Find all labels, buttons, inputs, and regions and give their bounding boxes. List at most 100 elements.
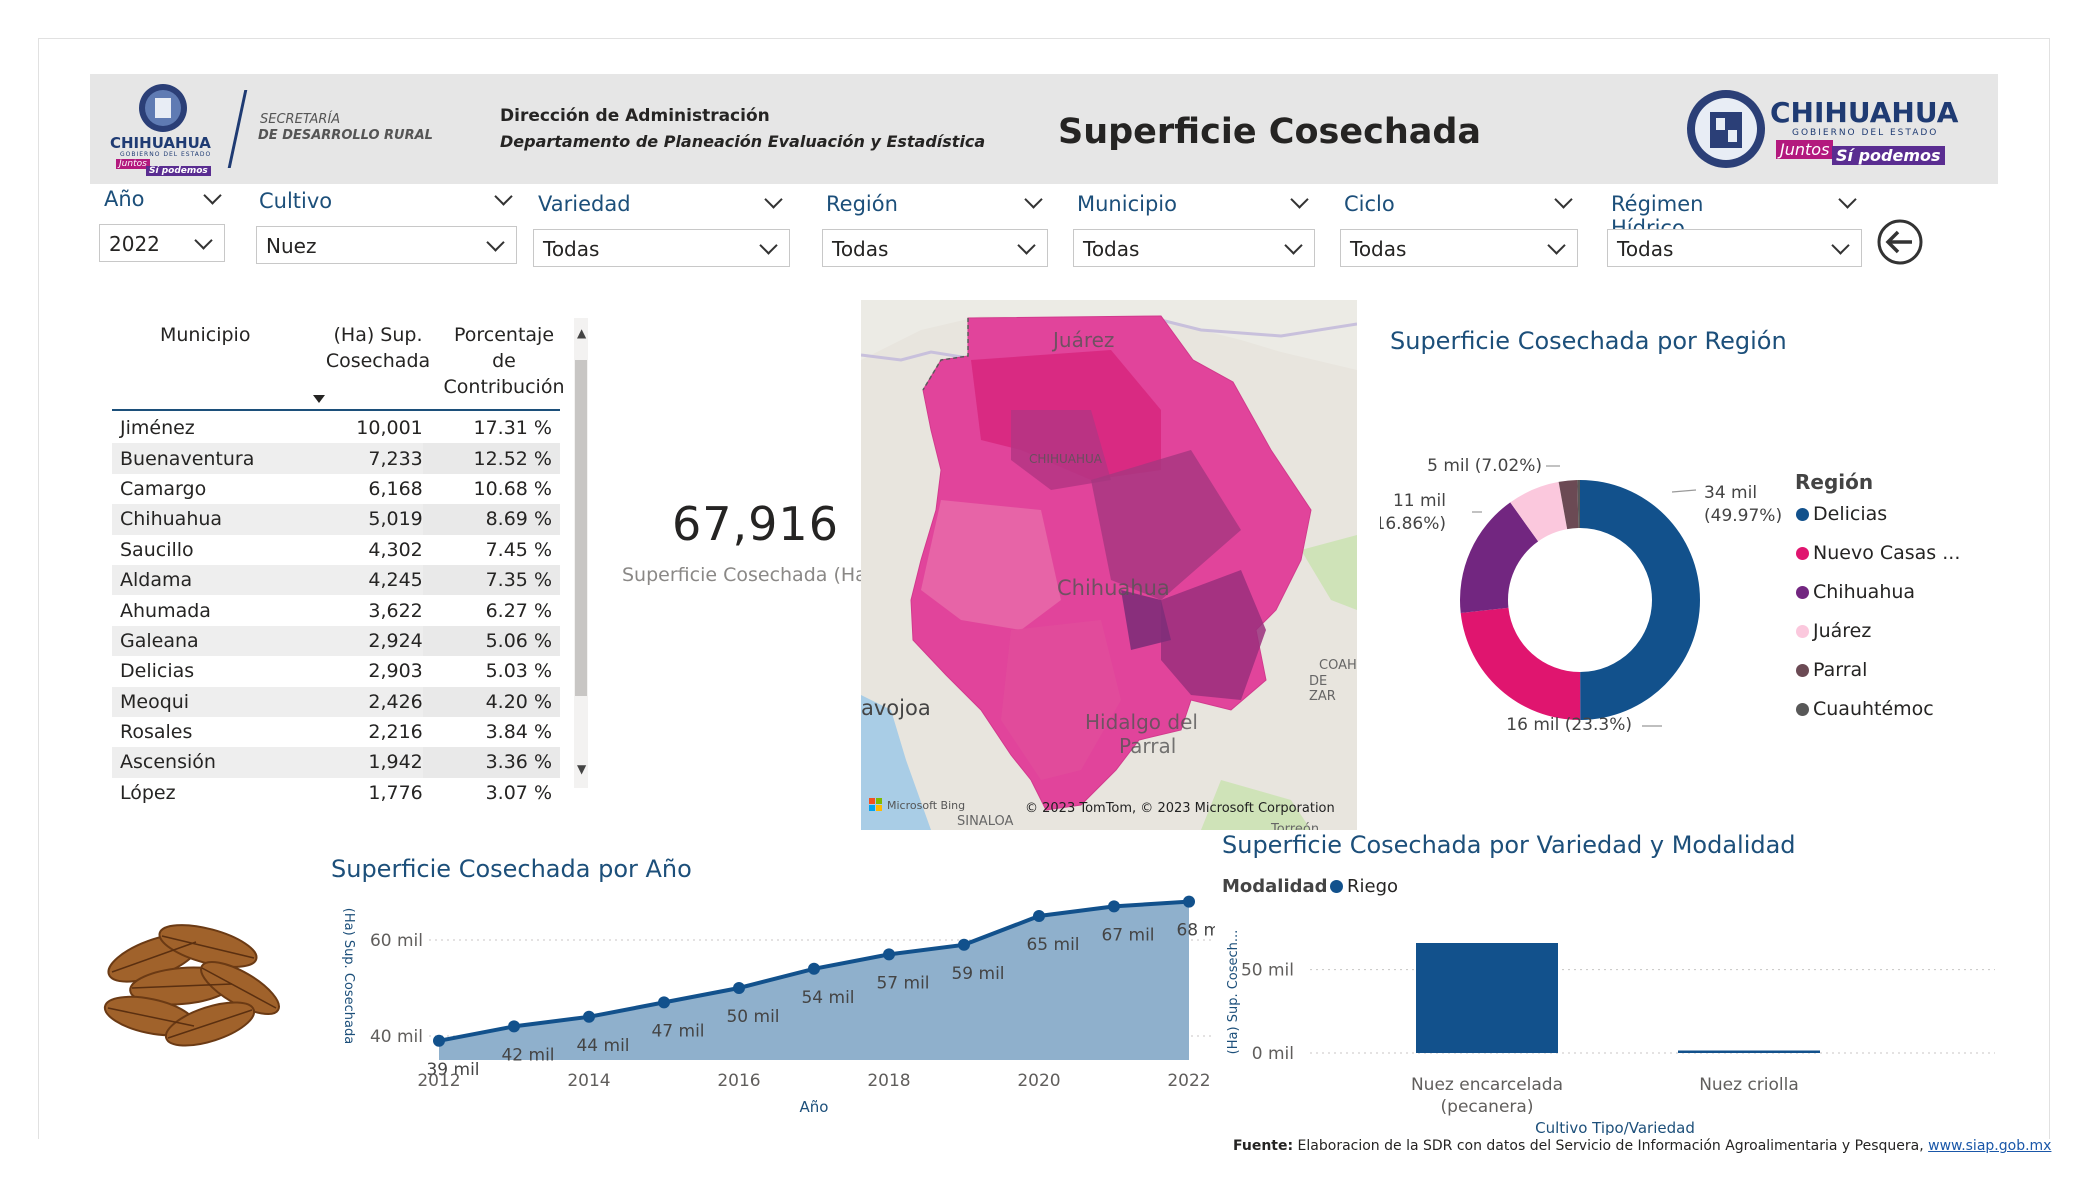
donut-data-label: 11 mil [1393, 491, 1446, 511]
bar[interactable] [1416, 943, 1558, 1053]
filter-value-cultivo: Nuez [266, 234, 317, 258]
map-attribution-bing[interactable]: Microsoft Bing [887, 799, 966, 812]
cell-superficie: 7,233 [368, 447, 423, 470]
x-tick-label: 2014 [567, 1071, 610, 1091]
legend-item[interactable]: Delicias [1796, 503, 1887, 525]
cell-porcentaje: 12.52 % [422, 443, 560, 474]
legend-item[interactable]: Parral [1796, 659, 1867, 681]
table-row[interactable]: Saucillo 4,302 7.45 % [112, 534, 560, 565]
legend-item[interactable]: Nuevo Casas ... [1796, 542, 1960, 564]
donut-slice[interactable] [1580, 480, 1700, 720]
donut-slice[interactable] [1460, 502, 1539, 614]
donut-slice[interactable] [1558, 480, 1579, 530]
table-row[interactable]: Chihuahua 5,019 8.69 % [112, 504, 560, 535]
x-tick-label: 2020 [1017, 1071, 1060, 1091]
filter-label-ciclo: Ciclo [1344, 192, 1395, 216]
data-point[interactable] [958, 938, 970, 951]
filter-dropdown-municipio[interactable]: Todas [1073, 229, 1315, 267]
filter-dropdown-cultivo[interactable]: Nuez [256, 226, 517, 264]
table-row[interactable]: Rosales 2,216 3.84 % [112, 716, 560, 748]
cell-superficie: 2,903 [368, 660, 423, 683]
map-attribution[interactable]: © 2023 TomTom, © 2023 Microsoft Corporat… [1025, 801, 1335, 816]
table-row[interactable]: Aldama 4,245 7.35 % [112, 564, 560, 596]
col-header-superficie[interactable]: (Ha) Sup. Cosechada [308, 322, 448, 374]
table-row[interactable]: Galeana 2,924 5.06 % [112, 625, 560, 657]
data-label: 50 mil [726, 1007, 779, 1027]
data-point[interactable] [1033, 910, 1045, 922]
cell-superficie: 1,942 [368, 751, 423, 774]
data-point[interactable] [658, 996, 670, 1009]
data-point[interactable] [508, 1020, 520, 1033]
x-axis-title: Cultivo Tipo/Variedad [1535, 1119, 1695, 1135]
cell-porcentaje: 7.35 % [422, 564, 560, 596]
y-axis-title: (Ha) Sup. Cosechada [341, 908, 356, 1044]
footer-source-link[interactable]: www.siap.gob.mx [1928, 1138, 2052, 1154]
variety-bar-chart[interactable]: 0 mil 50 mil Nuez encarcelada(pecanera) Nue… [1215, 900, 2015, 1135]
cell-municipio: Jiménez [120, 417, 195, 440]
legend-item[interactable]: Cuauhtémoc [1796, 698, 1934, 720]
map-label-juarez: Juárez [1053, 328, 1115, 352]
col-header-municipio[interactable]: Municipio [160, 324, 251, 346]
cell-superficie: 3,622 [368, 599, 423, 622]
back-arrow-circle-icon[interactable] [1876, 218, 1924, 266]
data-point[interactable] [583, 1010, 595, 1023]
legend-item[interactable]: Chihuahua [1796, 581, 1915, 603]
x-tick-label: 2016 [717, 1071, 760, 1091]
legend-label: Nuevo Casas ... [1813, 542, 1961, 564]
donut-slice[interactable] [1510, 481, 1568, 542]
cell-porcentaje: 10.68 % [422, 473, 560, 505]
y-tick-label: 0 mil [1252, 1044, 1294, 1064]
table-row[interactable]: López 1,776 3.07 % [112, 777, 560, 809]
x-axis-title: Año [800, 1098, 829, 1116]
legend-dot [1796, 625, 1809, 638]
table-row[interactable]: Ahumada 3,622 6.27 % [112, 595, 560, 626]
col-header-porcentaje[interactable]: Porcentaje de Contribución [424, 322, 584, 400]
data-point[interactable] [433, 1034, 445, 1047]
filter-value-region: Todas [832, 237, 889, 261]
x-tick-label: (pecanera) [1441, 1097, 1534, 1117]
filter-label-ano: Año [104, 187, 145, 211]
table-row[interactable]: Camargo 6,168 10.68 % [112, 473, 560, 505]
donut-slice[interactable] [1577, 480, 1580, 529]
table-row[interactable]: Jiménez 10,001 17.31 % [112, 413, 560, 444]
cell-municipio: Chihuahua [120, 508, 223, 531]
data-point[interactable] [808, 962, 820, 975]
table-row[interactable]: Meoqui 2,426 4.20 % [112, 686, 560, 717]
bar[interactable] [1678, 1050, 1820, 1054]
data-label: 65 mil [1026, 935, 1079, 955]
data-label: 68 mil [1176, 921, 1215, 941]
region-donut-chart[interactable]: 34 mil (49.97%) 16 mil (23.3%) 11 mil (16.86… [1380, 440, 1980, 760]
data-point[interactable] [883, 948, 895, 961]
map-label-coah: COAH [1319, 658, 1357, 673]
cell-porcentaje: 3.36 % [422, 747, 560, 778]
cell-porcentaje: 3.07 % [422, 777, 560, 809]
data-point[interactable] [1108, 900, 1120, 913]
donut-slice[interactable] [1460, 607, 1581, 720]
filter-dropdown-variedad[interactable]: Todas [533, 229, 790, 267]
cell-superficie: 5,019 [368, 508, 423, 531]
modalidad-legend-item[interactable]: Riego [1330, 876, 1398, 897]
left-logo-sub: GOBIERNO DEL ESTADO [120, 151, 212, 158]
cell-superficie: 6,168 [368, 477, 423, 500]
legend-label-riego: Riego [1347, 876, 1399, 897]
scroll-down-icon[interactable]: ▼ [577, 762, 587, 776]
filter-dropdown-ano[interactable]: 2022 [99, 224, 225, 262]
table-row[interactable]: Delicias 2,903 5.03 % [112, 656, 560, 687]
table-scrollbar[interactable]: ▲ ▼ [574, 318, 588, 788]
filter-dropdown-region[interactable]: Todas [822, 229, 1048, 267]
year-area-chart[interactable]: 40 mil 60 mil 39 mil 42 mil 44 mil 47 mil 50 m… [325, 890, 1215, 1120]
scrollbar-thumb[interactable] [575, 360, 587, 696]
chevron-down-icon [486, 233, 505, 252]
scroll-up-icon[interactable]: ▲ [577, 326, 587, 340]
filter-dropdown-regimen[interactable]: Todas [1607, 229, 1862, 267]
chihuahua-map[interactable]: Juárez CHIHUAHUA Chihuahua Hidalgo del P… [861, 300, 1357, 830]
table-row[interactable]: Buenaventura 7,233 12.52 % [112, 443, 560, 474]
x-tick-label: Nuez criolla [1699, 1075, 1799, 1095]
data-point[interactable] [733, 982, 745, 994]
table-row[interactable]: Ascensión 1,942 3.36 % [112, 747, 560, 778]
cell-municipio: Ahumada [120, 599, 211, 622]
data-point[interactable] [1183, 895, 1195, 908]
cell-municipio: Saucillo [120, 538, 194, 561]
legend-item[interactable]: Juárez [1796, 620, 1871, 642]
filter-dropdown-ciclo[interactable]: Todas [1340, 229, 1578, 267]
